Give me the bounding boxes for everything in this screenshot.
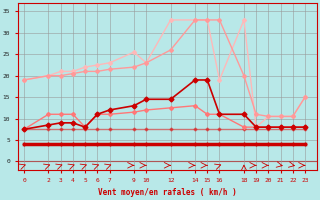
X-axis label: Vent moyen/en rafales ( km/h ): Vent moyen/en rafales ( km/h ) <box>98 188 237 197</box>
